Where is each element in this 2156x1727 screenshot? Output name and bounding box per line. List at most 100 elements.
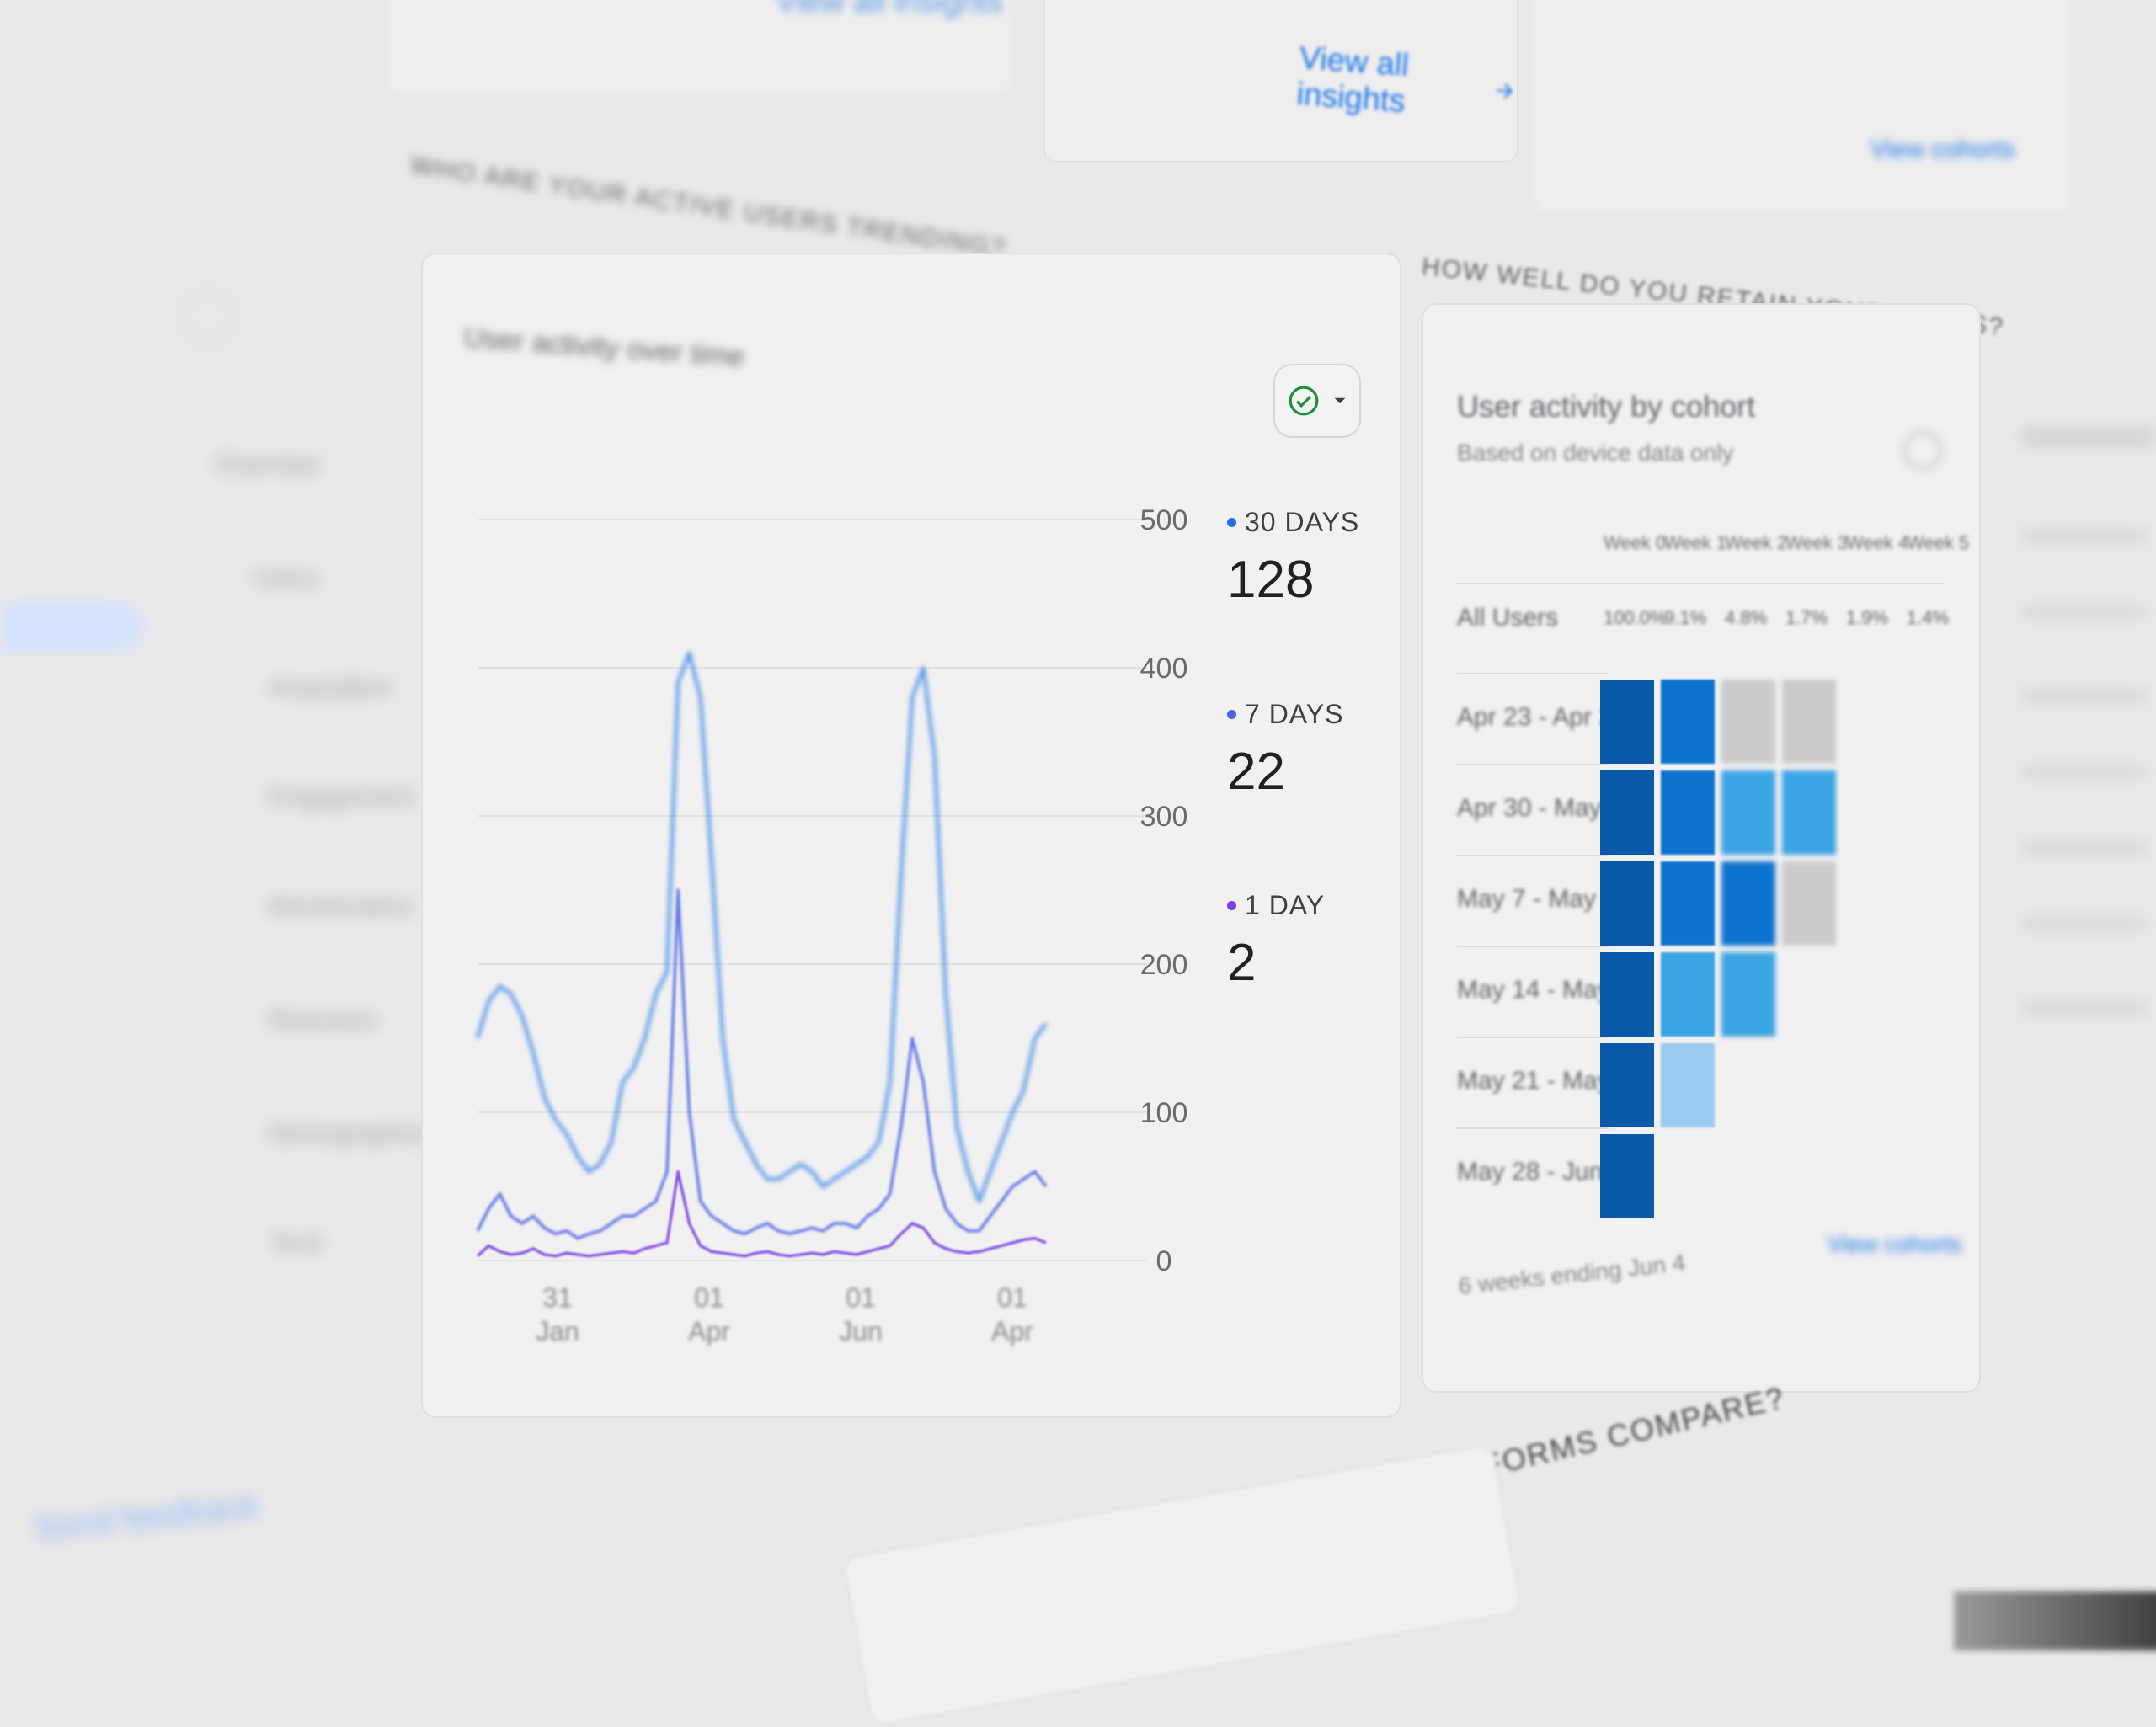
sidebar-item-acquisition[interactable]: Acquisition [270,674,392,701]
sidebar-item-tech[interactable]: Tech [270,1229,323,1257]
view-cohorts-top-link[interactable]: View cohorts [1870,136,2015,164]
cohort-cell[interactable] [1782,770,1836,855]
cohort-row-label: May 28 - Jun 3 [1457,1158,1625,1186]
all-users-value: 100.0% [1604,607,1667,628]
view-cohorts-link[interactable]: View cohorts [1828,1231,1962,1257]
y-tick-label: 100 [1140,1097,1188,1129]
x-tick-day: 31 [542,1282,573,1313]
sidebar-toggle-icon[interactable] [181,290,233,343]
legend-1-day-label: 1 DAY [1245,890,1326,920]
cohort-cell[interactable] [1600,1134,1654,1218]
y-tick-label: 400 [1140,653,1188,685]
send-feedback-link[interactable]: Send feedback [32,1487,260,1548]
cohort-column-header: Week 4 [1846,532,1909,553]
legend-7-days-label: 7 DAYS [1245,699,1344,729]
series-line-7-days [476,888,1048,1240]
arrow-right-icon [1497,83,1513,99]
view-insights-link-1[interactable]: View all insights [776,0,1003,20]
legend-7-days-value: 22 [1227,743,1285,801]
cohort-column-header: Week 2 [1725,532,1788,553]
legend-30-days-value: 128 [1227,551,1315,609]
series-line-30-days [476,651,1048,1203]
view-insights-link-2[interactable]: View all insights [1295,40,1518,128]
row-separator [1457,855,1609,856]
cohort-cell[interactable] [1661,861,1715,946]
check-circle-icon [1289,386,1319,416]
cohort-cell[interactable] [1661,770,1715,855]
x-tick-month: Jun [839,1316,883,1346]
cohort-column-header: Week 1 [1664,532,1727,553]
cohort-info-icon[interactable] [1903,431,1942,470]
sidebar-item-monetization[interactable]: Monetization [270,893,414,920]
sidebar-item-overview[interactable]: Overview [215,450,321,478]
cohort-cell[interactable] [1782,861,1836,946]
cohort-cell[interactable] [1600,680,1654,764]
cohort-column-header: Week 5 [1907,532,1970,553]
x-tick-day: 01 [694,1282,724,1313]
legend-7-days: 7 DAYS 22 [1227,699,1343,802]
legend-1-day-value: 2 [1227,934,1257,992]
sidebar-item-demographics[interactable]: Demographics [270,1120,433,1148]
sidebar-item-engagement[interactable]: Engagement [270,783,414,811]
x-tick-month: Apr [688,1316,730,1346]
cohort-column-header: Week 3 [1785,532,1849,553]
cohort-cell[interactable] [1661,1043,1715,1127]
x-tick-day: 01 [997,1282,1027,1313]
all-users-value: 1.9% [1846,607,1889,628]
legend-30-days-label: 30 DAYS [1245,507,1360,537]
cohort-row-label: Apr 30 - May 6 [1457,794,1623,822]
sidebar-item-retention[interactable]: Retention [270,1006,378,1034]
cohort-cell[interactable] [1600,770,1654,855]
all-users-value: 9.1% [1664,607,1707,628]
row-separator [1457,946,1609,947]
sidebar-active-highlight [0,602,143,653]
cohort-cell[interactable] [1600,1043,1654,1127]
cohort-cell[interactable] [1661,952,1715,1037]
all-users-label: All Users [1457,604,1559,632]
cohort-card-subtitle: Based on device data only [1457,440,1734,466]
cohort-cell[interactable] [1721,680,1775,764]
view-insights-label-1: View all insights [776,0,1003,19]
caret-down-icon [1334,397,1346,404]
cohort-card: User activity by cohort Based on device … [1422,303,1981,1393]
all-users-value: 4.8% [1725,607,1768,628]
user-activity-card: User activity over time 30 DAYS 128 7 DA… [421,253,1401,1418]
x-tick-month: Jan [536,1316,579,1346]
cohort-row-label: Apr 23 - Apr 29 [1457,703,1627,731]
cohort-card-title: User activity by cohort [1457,389,1756,424]
legend-1-day: 1 DAY 2 [1227,890,1325,993]
user-activity-line-chart: 500 400 300 200 100 0 31 Jan 01 Apr 01 Jun 01 Apr [423,254,1231,1416]
legend-30-days-dot [1227,518,1236,527]
row-separator [1457,764,1609,765]
view-insights-label-2: View all insights [1295,40,1411,120]
cohort-cell[interactable] [1661,680,1715,764]
cohort-cell[interactable] [1721,952,1775,1037]
x-tick-day: 01 [846,1282,876,1313]
series-line-1-day [476,1170,1047,1258]
row-separator [1457,1127,1609,1129]
insight-card-1: View all insights [387,0,1012,94]
comparison-toggle-button[interactable] [1273,364,1361,438]
cohort-grid: Week 0 Week 1 Week 2 Week 3 Week 4 Week 5 All … [1423,305,1979,1391]
insight-card-3: View cohorts [1533,0,2073,212]
insight-card-2: View all insights [1044,0,1518,162]
y-tick-label: 200 [1140,949,1188,981]
cohort-cell[interactable] [1782,680,1836,764]
legend-7-days-dot [1227,710,1236,719]
cohort-column-header: Week 0 [1604,532,1667,553]
cohort-cell[interactable] [1721,770,1775,855]
sidebar-item-users[interactable]: Users [253,564,319,592]
view-cohorts-top-label: View cohorts [1870,136,2015,163]
monitor-bezel [1954,1591,2156,1650]
cohort-cell[interactable] [1721,861,1775,946]
x-tick-month: Apr [991,1316,1033,1346]
active-users-section-heading: WHO ARE YOUR ACTIVE USERS TRENDING? [408,152,1009,264]
y-tick-label: 500 [1140,504,1188,536]
all-users-value: 1.7% [1785,607,1828,628]
legend-1-day-dot [1227,901,1236,910]
cohort-cell[interactable] [1600,861,1654,946]
y-tick-label: 0 [1156,1245,1172,1277]
row-separator [1457,583,1945,584]
cohort-cell[interactable] [1600,952,1654,1037]
